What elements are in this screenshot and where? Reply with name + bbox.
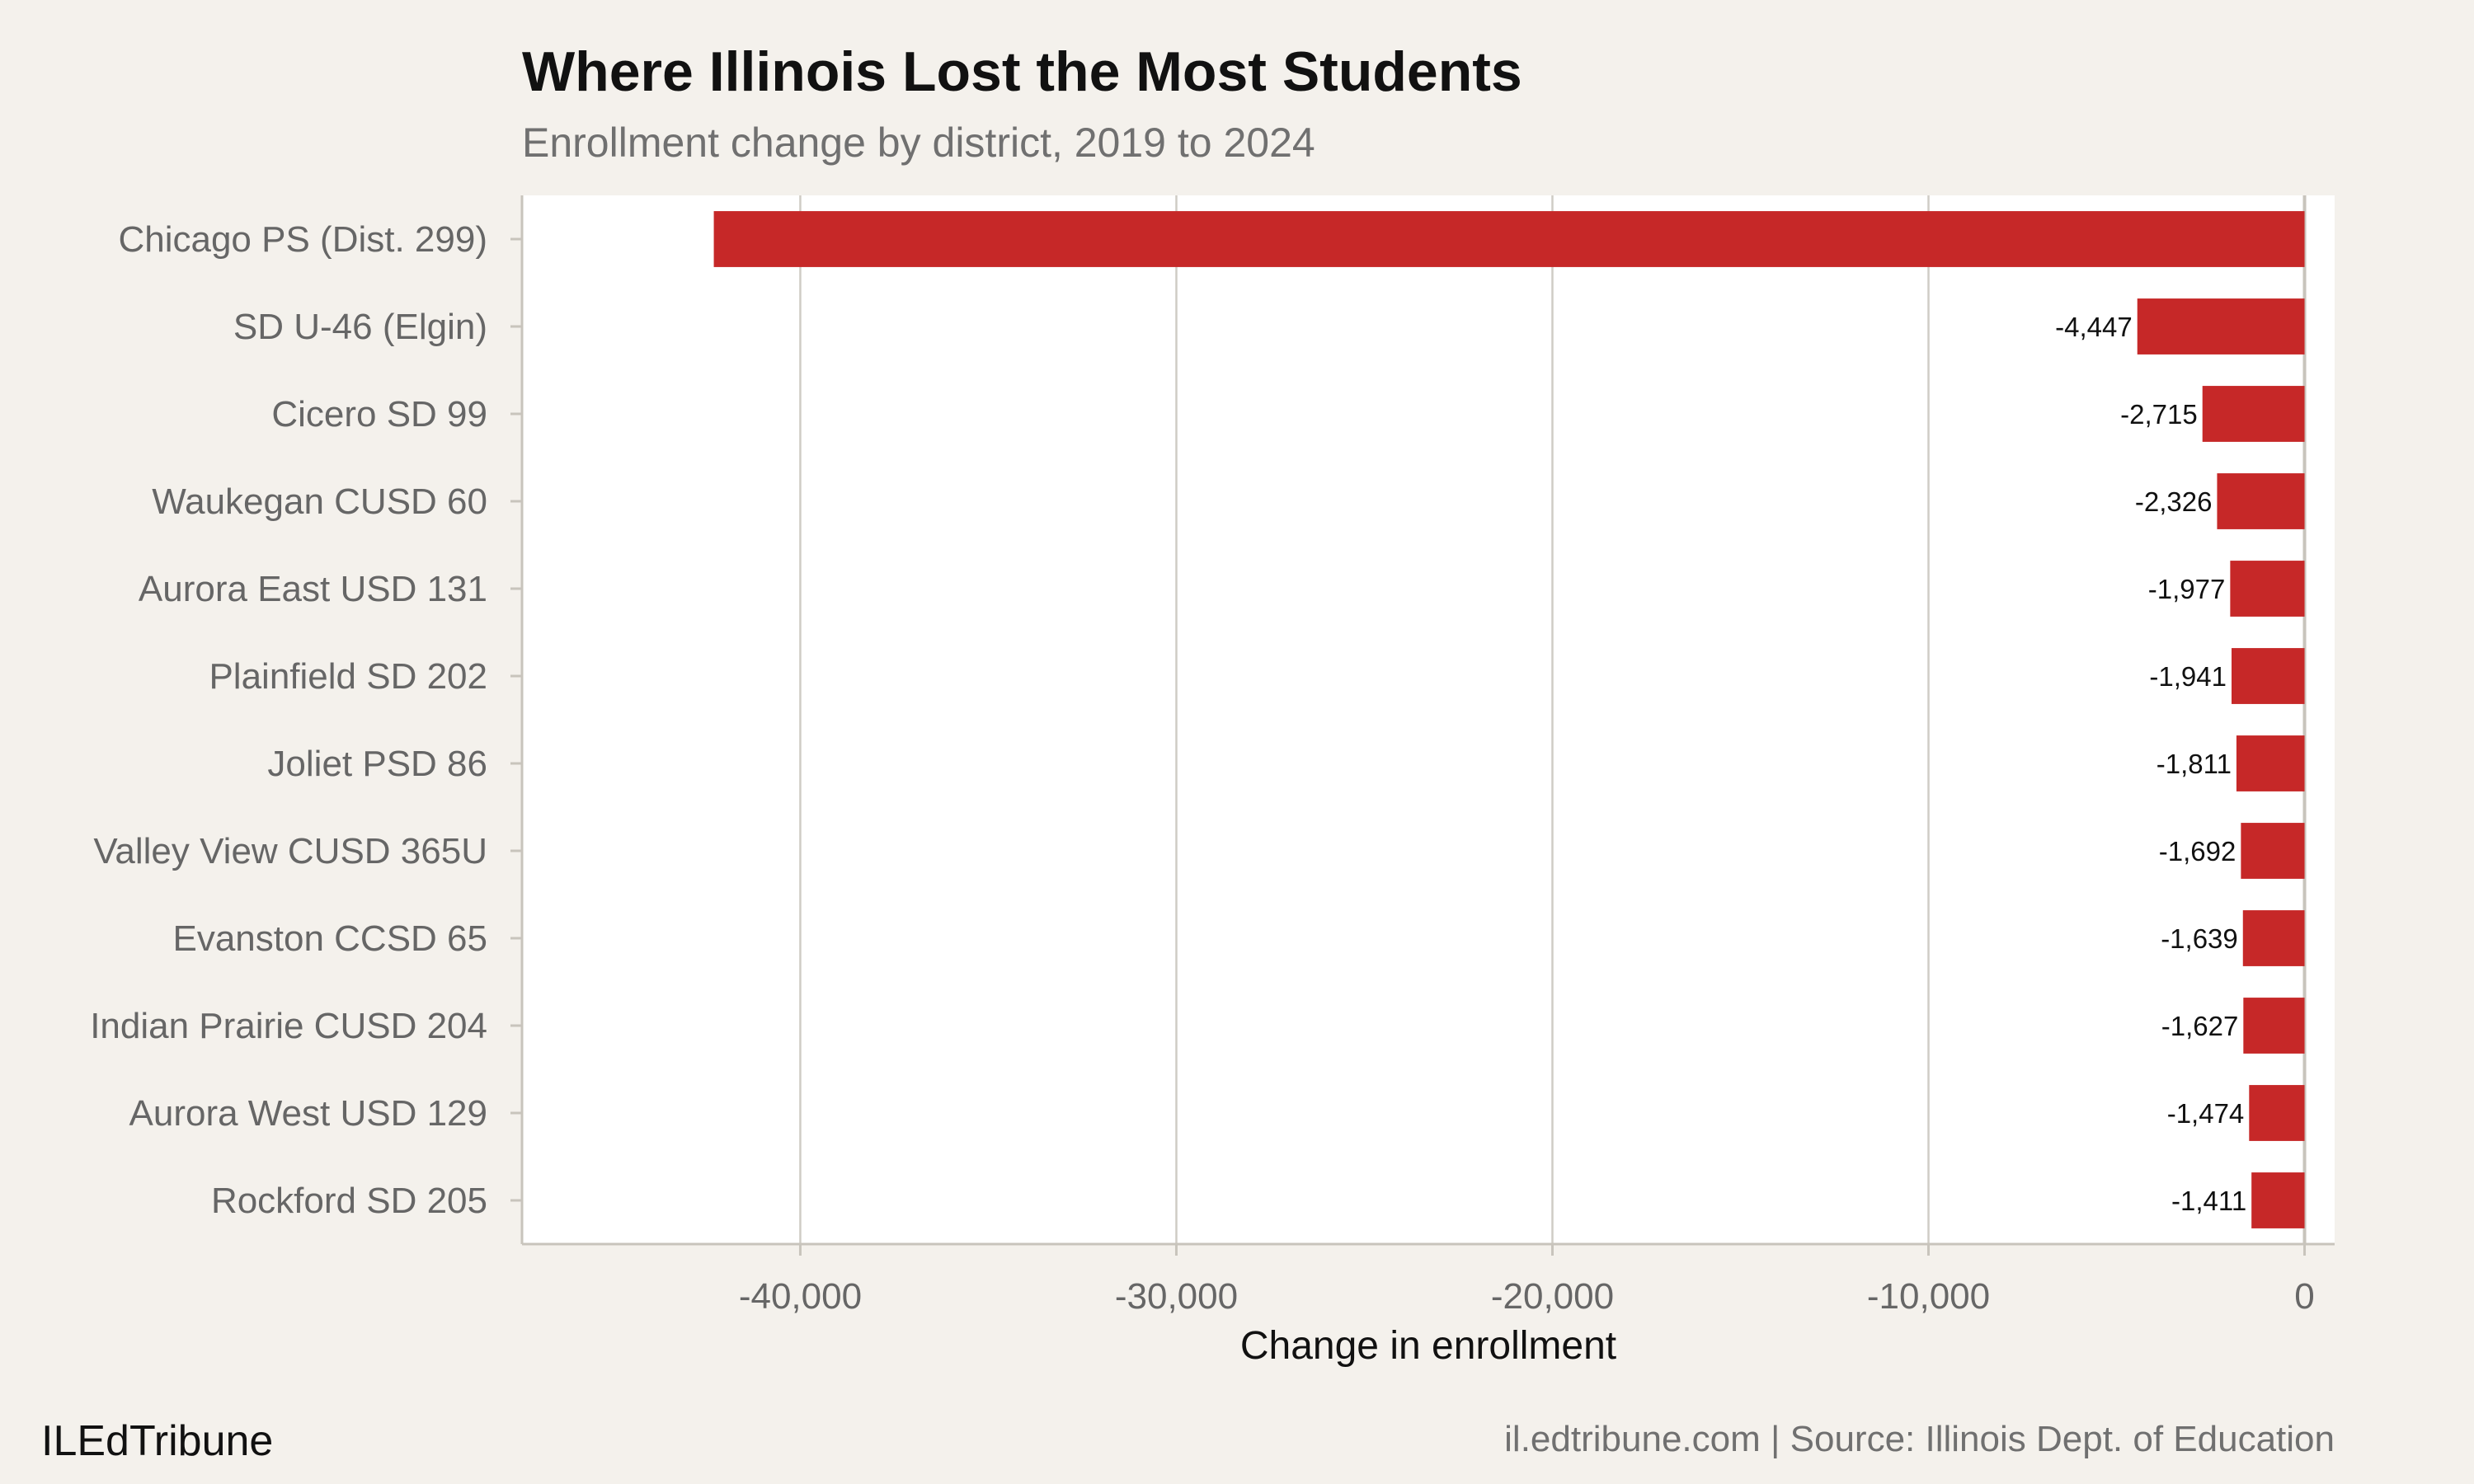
category-label: SD U-46 (Elgin) [233,307,487,347]
category-label: Aurora West USD 129 [129,1093,487,1134]
category-label: Evanston CCSD 65 [172,918,487,959]
data-label: -1,941 [2149,661,2227,692]
data-label: -1,811 [2157,749,2232,779]
category-label: Valley View CUSD 365U [93,831,487,871]
data-label: -1,692 [2159,836,2236,866]
x-tick-label: -10,000 [1867,1276,1990,1317]
category-label: Cicero SD 99 [271,394,487,434]
bar [2230,561,2305,617]
data-label: -1,474 [2167,1098,2245,1129]
plot-area [522,195,2335,1244]
bar [2137,298,2305,355]
source-note: il.edtribune.com | Source: Illinois Dept… [1504,1419,2335,1459]
brand-logo-text: ILEdTribune [41,1417,273,1465]
category-label: Rockford SD 205 [211,1181,487,1221]
data-label: -2,326 [2135,486,2213,517]
data-label: -1,977 [2148,574,2226,604]
bar [2202,386,2305,442]
category-label: Plainfield SD 202 [209,656,487,697]
category-label: Waukegan CUSD 60 [152,481,487,522]
x-axis-label: Change in enrollment [1240,1324,1616,1368]
bar [713,211,2305,267]
bar [2249,1085,2305,1141]
data-label: -2,715 [2120,399,2198,430]
data-label: -1,411 [2171,1186,2246,1216]
chart-title: Where Illinois Lost the Most Students [522,40,1522,103]
category-label: Indian Prairie CUSD 204 [90,1006,487,1046]
data-label: -1,627 [2161,1011,2239,1041]
category-label: Aurora East USD 131 [139,569,487,609]
category-label: Joliet PSD 86 [267,744,487,784]
x-tick-label: -20,000 [1491,1276,1614,1317]
bar [2251,1172,2305,1228]
bar [2243,998,2305,1054]
data-label: -4,447 [2055,312,2133,342]
bar [2242,910,2305,966]
chart-subtitle: Enrollment change by district, 2019 to 2… [522,120,1315,166]
x-tick-label: -30,000 [1115,1276,1238,1317]
x-tick-label: -40,000 [739,1276,862,1317]
bar [2241,823,2305,879]
data-label: -1,639 [2161,923,2238,954]
bar [2236,735,2305,791]
x-tick-label: 0 [2294,1276,2314,1317]
category-label: Chicago PS (Dist. 299) [118,219,487,260]
bar [2232,648,2305,704]
bar [2217,473,2305,529]
